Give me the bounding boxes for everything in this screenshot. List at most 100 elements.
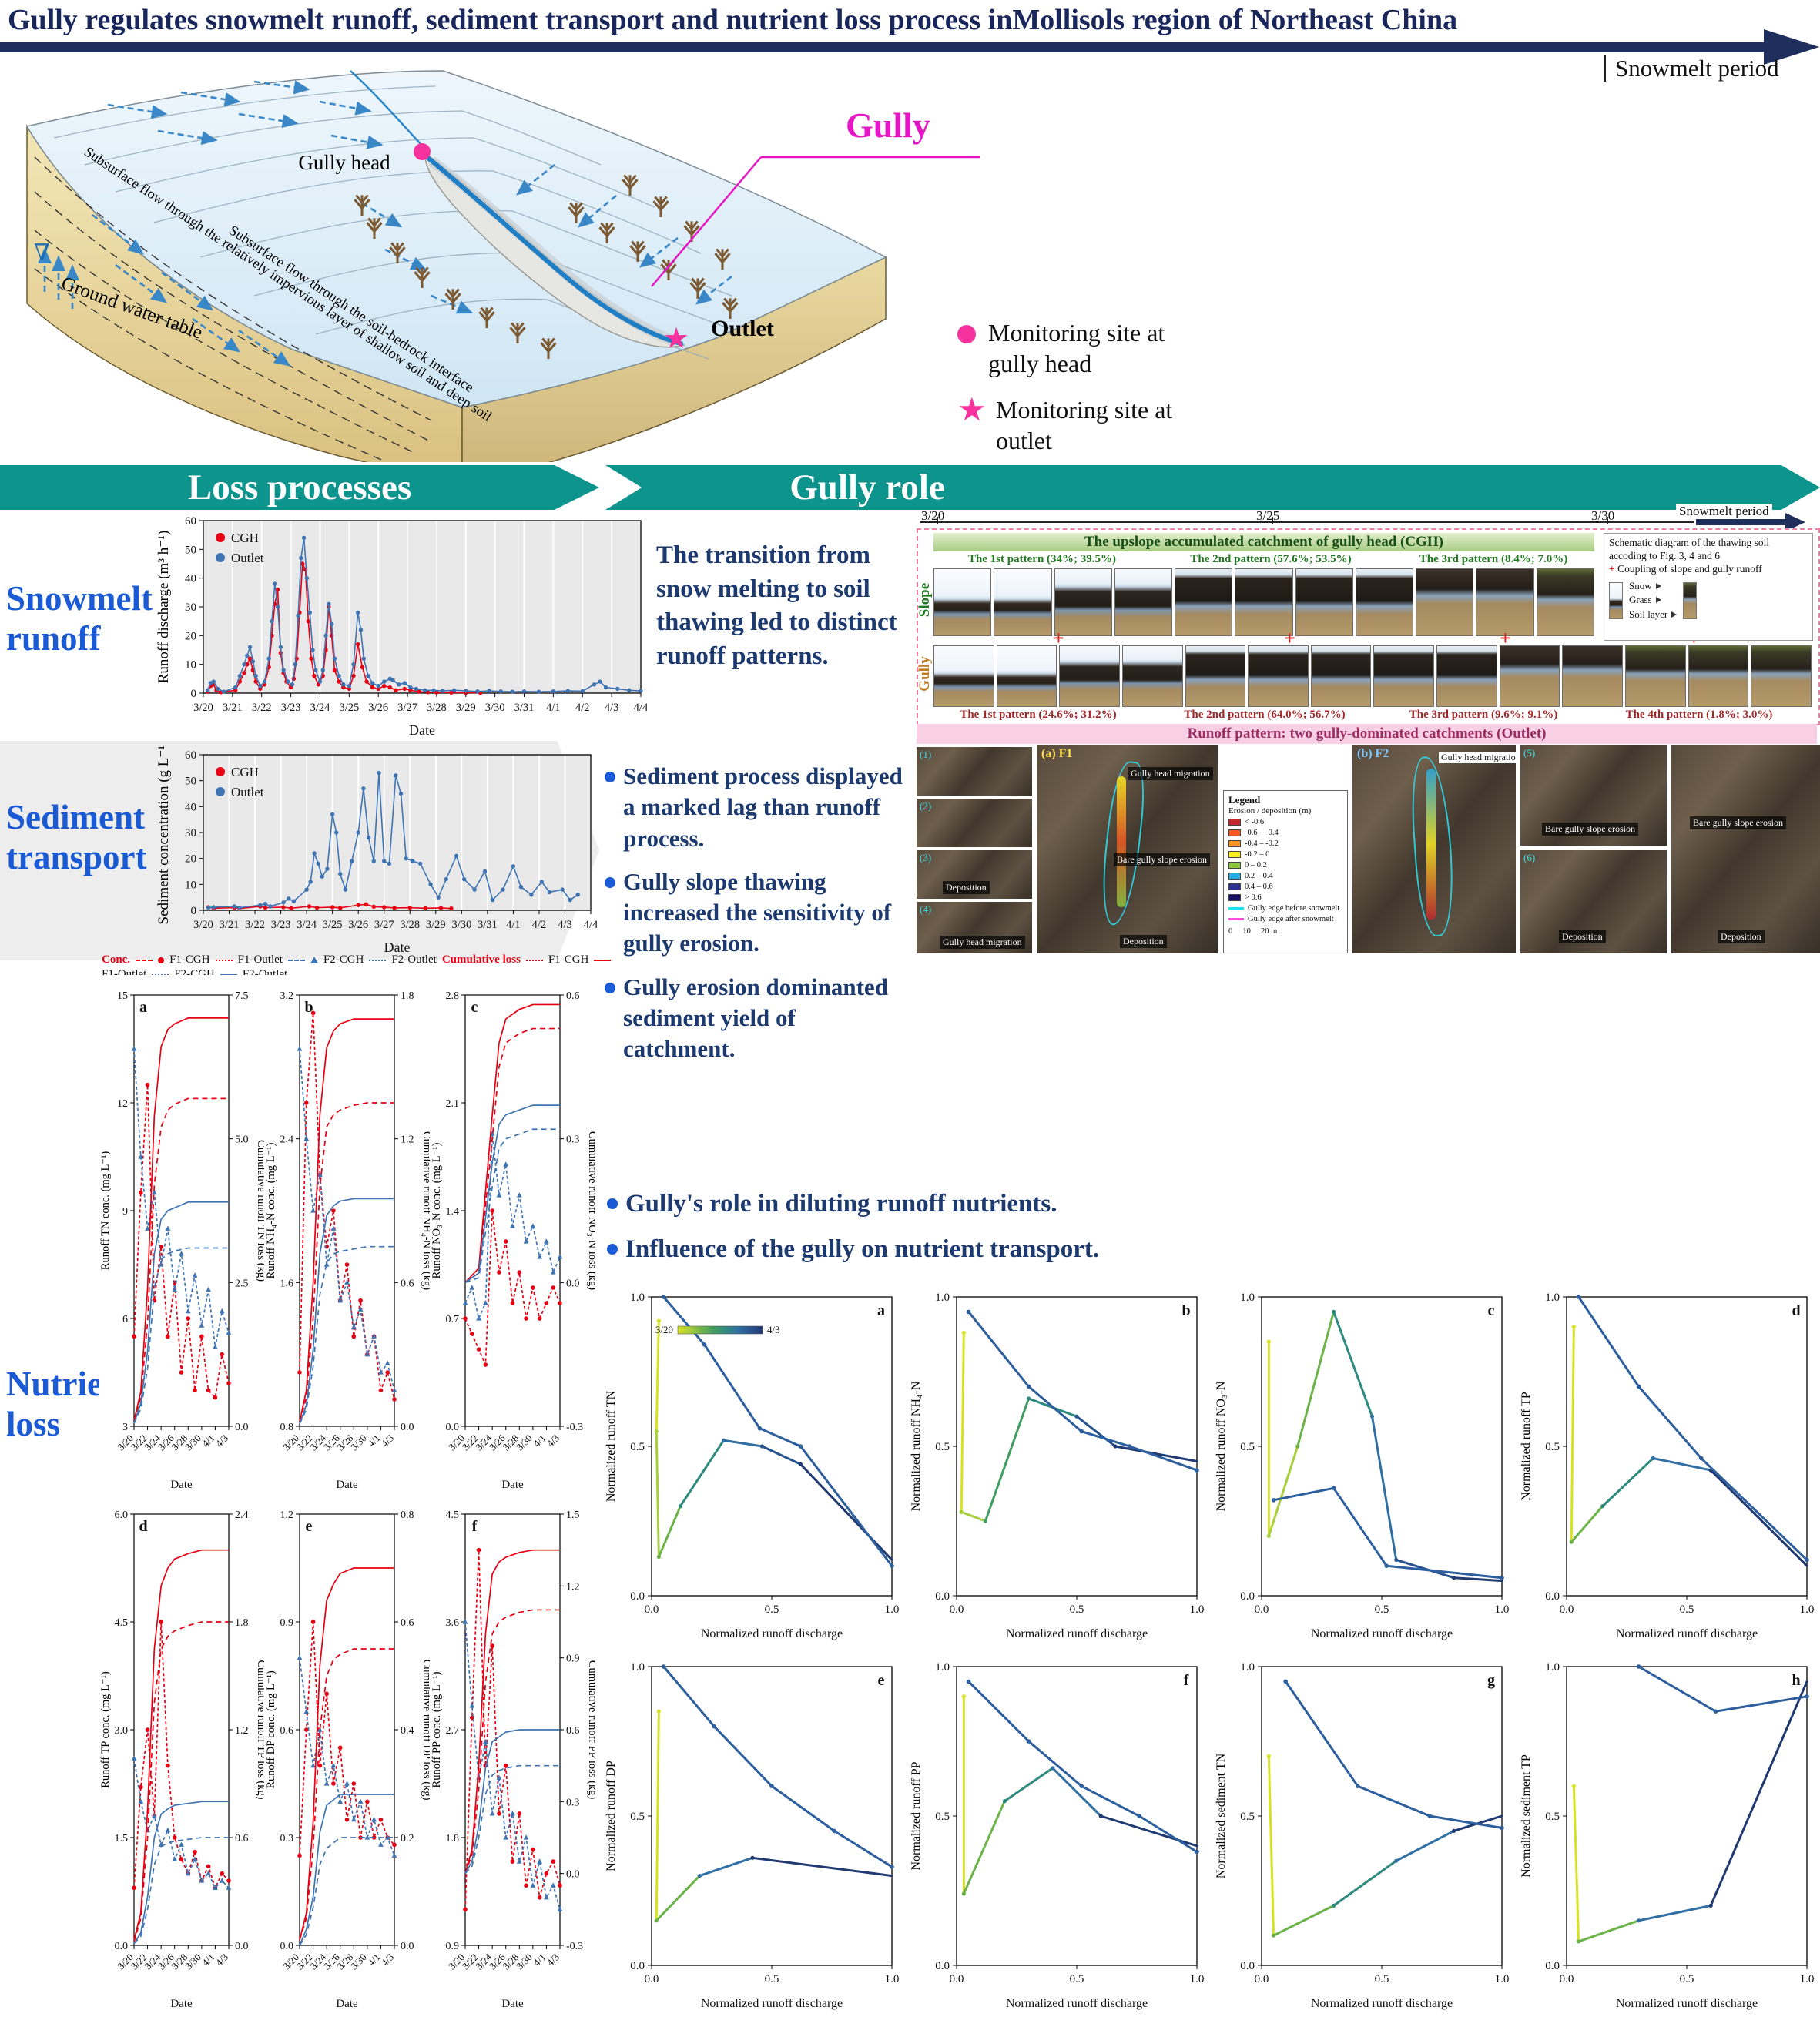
- svg-text:20: 20: [185, 630, 196, 642]
- svg-text:0.5: 0.5: [630, 1441, 645, 1453]
- svg-text:1.0: 1.0: [1800, 1973, 1815, 1985]
- svg-text:0.2: 0.2: [401, 1833, 414, 1844]
- svg-text:3/26: 3/26: [368, 702, 388, 714]
- svg-text:d: d: [139, 1518, 147, 1535]
- banner-gully-role-text: Gully role: [789, 467, 945, 508]
- svg-text:4/2: 4/2: [575, 702, 590, 714]
- svg-text:40: 40: [185, 801, 196, 813]
- plus-icon: +: [1500, 627, 1511, 649]
- svg-text:3.6: 3.6: [446, 1617, 460, 1629]
- svg-text:Normalized runoff discharge: Normalized runoff discharge: [1311, 1997, 1453, 2010]
- svg-text:f: f: [472, 1518, 478, 1535]
- red-dashed-line-icon: [136, 959, 153, 961]
- edge-before-entry: Gully edge before snowmelt: [1228, 903, 1342, 913]
- edge-after-entry: Gully edge after snowmelt: [1228, 914, 1342, 924]
- color-chip-icon: [1228, 883, 1241, 890]
- svg-text:0.0: 0.0: [235, 1422, 249, 1433]
- svg-text:Runoff NO₃-N conc. (mg L⁻¹): Runoff NO₃-N conc. (mg L⁻¹): [431, 1143, 443, 1279]
- bullet-dot-icon: [607, 1243, 618, 1255]
- erosion-subphoto-4: (4) Gully head migration: [917, 902, 1032, 953]
- svg-text:4/3: 4/3: [605, 702, 619, 714]
- svg-text:3/20: 3/20: [655, 1324, 673, 1335]
- normalized-chart-c: 0.0 0.0 0.5 0.5 1.0 1.0 Normalized runoff NO₃-…: [1209, 1277, 1514, 1647]
- svg-text:2.8: 2.8: [446, 990, 460, 1002]
- timeline-arrow-bar: [1696, 519, 1785, 525]
- slope-thaw-photo: [1536, 568, 1594, 636]
- svg-text:7.5: 7.5: [235, 990, 249, 1002]
- nutrient-bullets: Gully's role in diluting runoff nutrient…: [607, 1188, 1269, 1278]
- red-dotted-line-icon: [525, 959, 543, 961]
- svg-text:0.0: 0.0: [950, 1973, 964, 1985]
- blue-dotted-line-icon: [152, 973, 169, 976]
- svg-text:30: 30: [185, 827, 196, 839]
- svg-text:Cumulative runoff PP loss (kg): Cumulative runoff PP loss (kg): [586, 1660, 595, 1800]
- svg-text:0.5: 0.5: [935, 1811, 950, 1823]
- svg-text:1.0: 1.0: [935, 1661, 950, 1674]
- svg-text:0.5: 0.5: [1680, 1603, 1694, 1616]
- svg-text:Cumulative runoff NO₃-N loss (: Cumulative runoff NO₃-N loss (kg): [586, 1131, 595, 1290]
- gully-thaw-photo: [1248, 645, 1309, 707]
- runoff-pattern-footer: Runoff pattern: two gully-dominated catc…: [917, 724, 1817, 744]
- erosion-map-f1: (a) F1 Gully head migration Bare gully s…: [1037, 745, 1218, 953]
- svg-text:3/25: 3/25: [323, 919, 343, 931]
- svg-text:3/24: 3/24: [310, 702, 331, 714]
- sediment-concentration-chart: 3/20 3/21 3/22 3/23 3/24 3/25 3/26 3/27 3/28 3/29…: [146, 741, 598, 962]
- svg-text:Cumulative runoff DP loss (kg): Cumulative runoff DP loss (kg): [421, 1660, 430, 1801]
- diagram-legend: Monitoring site at gully head ★ Monitori…: [957, 317, 1219, 471]
- normalized-chart-e: 0.0 0.0 0.5 0.5 1.0 1.0 Normalized runoff DP No…: [599, 1647, 904, 2016]
- svg-text:0.0: 0.0: [1255, 1603, 1269, 1616]
- gully-thaw-photo: [1310, 645, 1372, 707]
- svg-text:4/3: 4/3: [379, 1432, 396, 1449]
- svg-text:0.0: 0.0: [401, 1941, 414, 1952]
- slope-pattern-3: The 3rd pattern (8.4%; 7.0%): [1419, 553, 1568, 565]
- legend-soil-layer: Soil layer: [1629, 608, 1678, 622]
- nutrient-chart-a: 3 6 9 12 15 0.0 2.5 5.0 7.5 3/20 3/22 3/24 3/26 3/28 3…: [99, 975, 267, 1494]
- svg-text:5.0: 5.0: [235, 1134, 249, 1146]
- bullet-dot-icon: [605, 982, 615, 993]
- svg-text:4.5: 4.5: [115, 1617, 129, 1629]
- erosion-map-f2: (b) F2 Gully head migration: [1352, 745, 1516, 953]
- gully-pattern-3: The 3rd pattern (9.6%; 9.1%): [1409, 709, 1558, 721]
- svg-text:4/3: 4/3: [379, 1952, 396, 1968]
- nutrient-chart-e: 0.0 0.3 0.6 0.9 1.2 0.0 0.2 0.4 0.6 0.8 3/20 3/22 3/…: [264, 1494, 433, 2013]
- gully-thaw-photo: [1373, 645, 1435, 707]
- svg-text:0.0: 0.0: [935, 1590, 950, 1603]
- nutrient-chart-b: 0.8 1.6 2.4 3.2 0.0 0.6 1.2 1.8 3/20 3/22 3/24 3/26…: [264, 975, 433, 1494]
- svg-text:0.7: 0.7: [446, 1314, 460, 1325]
- erosion-legend-entry: < -0.6: [1228, 817, 1342, 827]
- svg-text:1.0: 1.0: [935, 1292, 950, 1304]
- nutrient-chart-svg-f: 0.91.82.73.64.5-0.30.00.30.60.91.21.53/2…: [431, 1509, 598, 2010]
- svg-text:c: c: [1488, 1302, 1495, 1319]
- gully-head-marker-icon: [957, 325, 976, 343]
- svg-text:0.0: 0.0: [115, 1941, 129, 1952]
- coupling-note: + Coupling of slope and gully runoff: [1609, 562, 1762, 575]
- svg-text:3/23: 3/23: [281, 702, 301, 714]
- svg-text:Runoff NH₄-N conc. (mg L⁻¹): Runoff NH₄-N conc. (mg L⁻¹): [265, 1143, 277, 1279]
- svg-text:0.0: 0.0: [1255, 1973, 1269, 1985]
- svg-text:2.4: 2.4: [280, 1134, 294, 1146]
- section-label-snowmelt-runoff: Snowmelt runoff: [6, 579, 153, 658]
- gully-role-box: The upslope accumulated catchment of gul…: [917, 528, 1820, 725]
- svg-text:3/30: 3/30: [485, 702, 505, 714]
- svg-text:3/22: 3/22: [252, 702, 272, 714]
- svg-text:Normalized runoff discharge: Normalized runoff discharge: [1616, 1997, 1758, 2010]
- svg-text:0.5: 0.5: [1680, 1973, 1694, 1985]
- nutrient-chart-svg-d: 0.01.53.04.56.00.00.61.21.82.43/203/223/…: [99, 1509, 267, 2010]
- svg-text:Normalized runoff TP: Normalized runoff TP: [1520, 1392, 1533, 1501]
- bullet-dot-icon: [607, 1198, 618, 1209]
- svg-text:a: a: [877, 1302, 885, 1319]
- svg-text:1.2: 1.2: [235, 1725, 249, 1737]
- svg-text:1.0: 1.0: [885, 1603, 900, 1616]
- svg-text:Runoff discharge (m³ h⁻¹): Runoff discharge (m³ h⁻¹): [156, 531, 172, 684]
- svg-text:4/3: 4/3: [767, 1324, 780, 1335]
- svg-text:4.5: 4.5: [446, 1509, 460, 1521]
- arrow-right-icon: [1655, 597, 1661, 604]
- svg-text:3/21: 3/21: [220, 919, 240, 931]
- stream-upper: [350, 70, 423, 146]
- outlet-star-icon: ★: [663, 323, 689, 355]
- svg-text:0.8: 0.8: [280, 1422, 294, 1433]
- normalized-chart-h: 0.0 0.0 0.5 0.5 1.0 1.0 Normalized sediment TP…: [1514, 1647, 1819, 2016]
- svg-text:0.0: 0.0: [401, 1422, 414, 1433]
- svg-text:0.6: 0.6: [280, 1725, 294, 1737]
